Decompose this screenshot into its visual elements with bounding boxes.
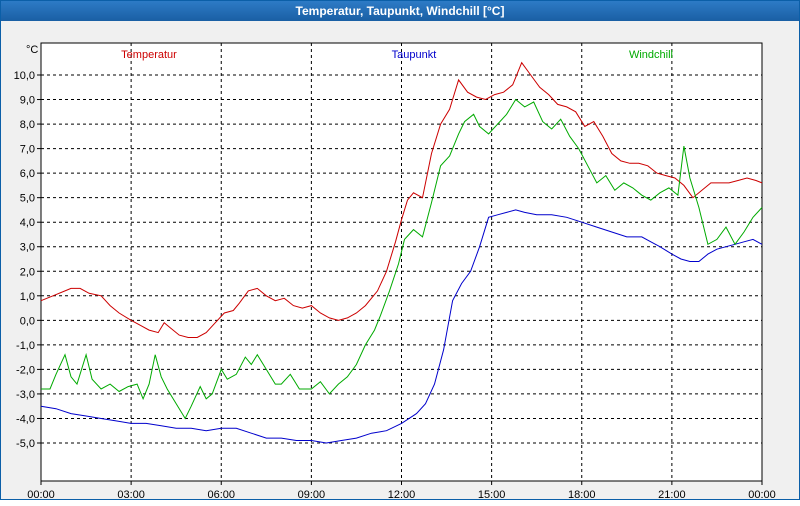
y-tick-label: -1,0 <box>16 340 35 352</box>
x-tick-time-label: 00:00 <box>748 489 776 501</box>
x-tick-time-label: 09:00 <box>298 489 326 501</box>
window-title: Temperatur, Taupunkt, Windchill [°C] <box>1 1 799 21</box>
line-chart: °C -5,0 -4,0 -3,0 -2,0 -1,0 0,0 1,0 2,0 3,0 4,0 5,0… <box>14 42 776 501</box>
y-tick-label: 4,0 <box>20 217 35 229</box>
legend-taupunkt: Taupunkt <box>392 49 437 61</box>
y-tick-label: 3,0 <box>20 242 35 254</box>
x-tick-time-label: 00:00 <box>27 489 55 501</box>
y-tick-label: 6,0 <box>20 168 35 180</box>
y-tick-label: 8,0 <box>20 119 35 131</box>
x-tick-time-label: 18:00 <box>568 489 596 501</box>
x-tick-time-label: 03:00 <box>117 489 145 501</box>
y-tick-label: -3,0 <box>16 389 35 401</box>
x-tick-time-label: 12:00 <box>388 489 416 501</box>
y-tick-label: 7,0 <box>20 144 35 156</box>
y-tick-label: -4,0 <box>16 413 35 425</box>
series-line-temperatur <box>40 61 763 338</box>
chart-area: °C -5,0 -4,0 -3,0 -2,0 -1,0 0,0 1,0 2,0 3,0 4,0 5,0… <box>1 22 800 501</box>
y-tick-label: 5,0 <box>20 193 35 205</box>
y-tick-label: 0,0 <box>20 315 35 327</box>
y-tick-label: 1,0 <box>20 291 35 303</box>
y-tick-label: 2,0 <box>20 266 35 278</box>
y-tick-label: -2,0 <box>16 364 35 376</box>
series-line-windchill <box>41 98 763 420</box>
legend-temperatur: Temperatur <box>121 49 177 61</box>
series-line-taupunkt <box>40 209 763 444</box>
x-tick-time-label: 15:00 <box>478 489 506 501</box>
y-axis-unit-label: °C <box>26 44 38 56</box>
x-tick-time-label: 21:00 <box>658 489 686 501</box>
x-tick-time-label: 06:00 <box>207 489 235 501</box>
y-tick-label: 10,0 <box>14 70 35 82</box>
y-tick-label: 9,0 <box>20 95 35 107</box>
y-tick-label: -5,0 <box>16 438 35 450</box>
legend-windchill: Windchill <box>629 49 673 61</box>
